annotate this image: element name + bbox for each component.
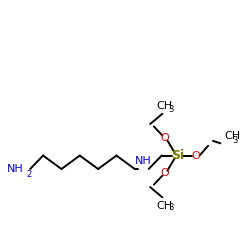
Text: NH: NH (135, 156, 152, 166)
Text: 2: 2 (26, 170, 32, 179)
Text: CH: CH (157, 100, 173, 110)
Text: CH: CH (224, 132, 240, 141)
Text: O: O (160, 168, 169, 178)
Text: NH: NH (7, 164, 24, 174)
Text: 3: 3 (168, 204, 173, 212)
Text: 3: 3 (168, 105, 173, 114)
Text: CH: CH (157, 200, 173, 210)
Text: O: O (192, 150, 200, 160)
Text: Si: Si (171, 149, 184, 162)
Text: O: O (160, 133, 169, 143)
Text: 3: 3 (232, 136, 238, 144)
